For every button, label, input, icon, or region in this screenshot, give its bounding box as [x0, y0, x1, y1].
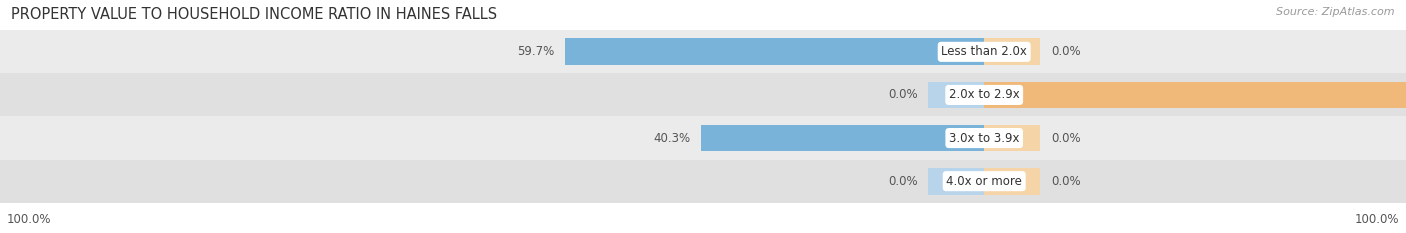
Text: 0.0%: 0.0%: [887, 89, 917, 101]
Text: 2.0x to 2.9x: 2.0x to 2.9x: [949, 89, 1019, 101]
Bar: [984, 168, 1040, 195]
Bar: [565, 38, 984, 65]
Text: 100.0%: 100.0%: [1354, 212, 1399, 226]
Text: 0.0%: 0.0%: [1052, 132, 1081, 144]
Bar: [984, 125, 1040, 151]
Text: 40.3%: 40.3%: [654, 132, 690, 144]
Bar: [984, 38, 1040, 65]
Text: 4.0x or more: 4.0x or more: [946, 175, 1022, 188]
Text: Less than 2.0x: Less than 2.0x: [941, 45, 1028, 58]
Text: Source: ZipAtlas.com: Source: ZipAtlas.com: [1277, 7, 1395, 17]
Text: 3.0x to 3.9x: 3.0x to 3.9x: [949, 132, 1019, 144]
Text: 59.7%: 59.7%: [517, 45, 554, 58]
Text: 100.0%: 100.0%: [7, 212, 52, 226]
Bar: [928, 82, 984, 108]
Text: 0.0%: 0.0%: [1052, 45, 1081, 58]
Bar: [0, 73, 1406, 116]
Text: PROPERTY VALUE TO HOUSEHOLD INCOME RATIO IN HAINES FALLS: PROPERTY VALUE TO HOUSEHOLD INCOME RATIO…: [11, 7, 498, 22]
Text: 0.0%: 0.0%: [887, 175, 917, 188]
Text: 0.0%: 0.0%: [1052, 175, 1081, 188]
Bar: [0, 116, 1406, 160]
Bar: [984, 82, 1406, 108]
Bar: [702, 125, 984, 151]
Bar: [0, 30, 1406, 73]
Bar: [928, 168, 984, 195]
Bar: [0, 160, 1406, 203]
